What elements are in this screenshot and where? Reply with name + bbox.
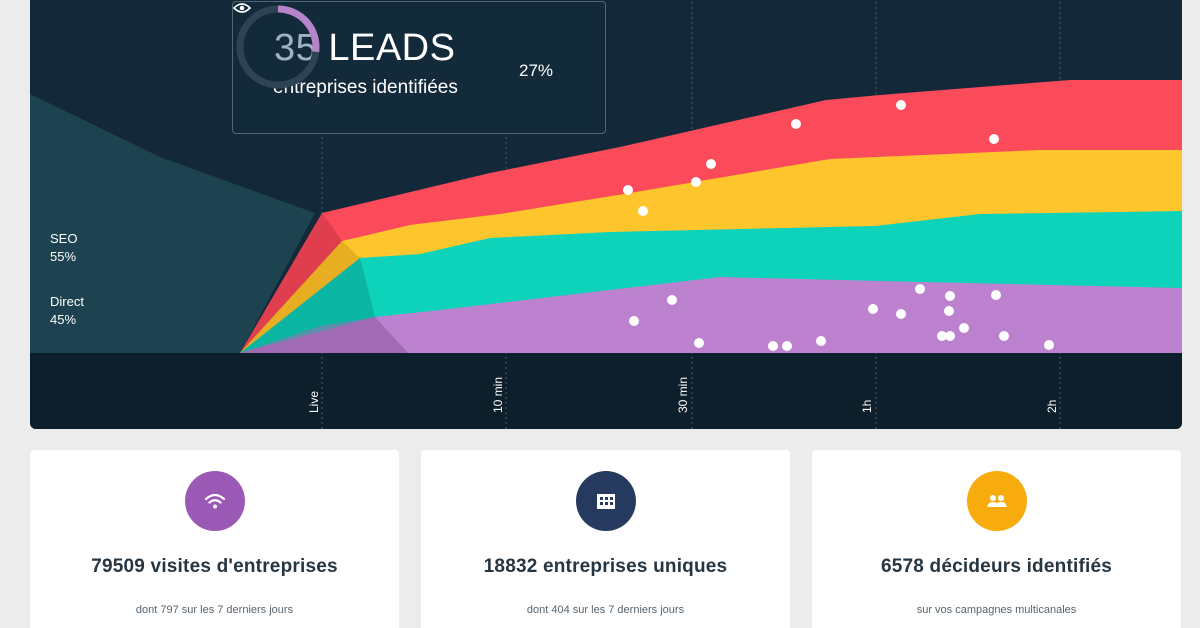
lead-dot (638, 206, 648, 216)
stream-shadow-red (240, 213, 342, 353)
stat-companies-desc: dont 404 sur les 7 derniers jours (526, 604, 685, 616)
lead-dot (667, 295, 677, 305)
tick-live: Live (307, 390, 321, 413)
wifi-icon (204, 493, 226, 509)
tick-30min: 30 min (676, 376, 690, 413)
stream-shadow-purple (240, 317, 408, 353)
source-seo-name: SEO (50, 231, 78, 246)
source-direct: Direct 45% (50, 293, 84, 329)
lead-dot (896, 100, 906, 110)
lead-dot (691, 177, 701, 187)
lead-dot (623, 185, 633, 195)
timeline-band (30, 353, 1182, 429)
lead-dot (945, 331, 955, 341)
users-icon-circle (967, 471, 1027, 531)
lead-dot (768, 341, 778, 351)
source-direct-name: Direct (50, 294, 84, 309)
lead-dot (937, 331, 947, 341)
tick-2h: 2h (1045, 399, 1059, 413)
stat-companies-title: 18832 entreprises uniques (483, 556, 728, 577)
lead-dot (944, 306, 954, 316)
stat-decision-makers-title: 6578 décideurs identifiés (881, 556, 1112, 577)
leads-stream-chart (30, 0, 1182, 429)
percent-ring-arc (277, 5, 320, 53)
lead-dot (706, 159, 716, 169)
tick-10min: 10 min (491, 376, 505, 413)
leads-summary-card: 35 LEADS entreprises identifiées 27% (232, 1, 606, 134)
lead-dot (694, 338, 704, 348)
lead-dot (991, 290, 1001, 300)
lead-dot (1044, 340, 1054, 350)
lead-dot (989, 134, 999, 144)
stat-visits-title: 79509 visites d'entreprises (91, 556, 338, 577)
stream-shadow-teal (240, 258, 375, 353)
lead-dot (896, 309, 906, 319)
stat-card-visits: 79509 visites d'entreprises dont 797 sur… (30, 450, 399, 628)
lead-dots (623, 100, 1054, 351)
lead-dot (782, 341, 792, 351)
lead-dot (999, 331, 1009, 341)
lead-dot (791, 119, 801, 129)
pre-live-area (30, 94, 315, 353)
source-direct-share: 45% (50, 312, 77, 327)
stat-visits-desc: dont 797 sur les 7 derniers jours (135, 604, 294, 616)
building-icon (597, 494, 615, 509)
building-icon-circle (576, 471, 636, 531)
users-icon (987, 495, 1007, 507)
leads-chart-panel: 35 LEADS entreprises identifiées 27% SEO… (30, 0, 1182, 429)
percent-ring (236, 5, 320, 89)
stat-card-decision-makers: 6578 décideurs identifiés sur vos campag… (812, 450, 1181, 628)
leads-subtitle: entreprises identifiées (273, 77, 458, 98)
stat-card-companies: 18832 entreprises uniques dont 404 sur l… (421, 450, 790, 628)
lead-dot (868, 304, 878, 314)
source-seo-share: 55% (50, 249, 77, 264)
leads-count-title: 35 LEADS (274, 27, 455, 70)
stream-shadow-yellow (240, 241, 360, 353)
lead-dot (915, 284, 925, 294)
tick-1h: 1h (860, 399, 874, 413)
percent-value: 27% (518, 61, 554, 80)
stat-decision-makers-desc: sur vos campagnes multicanales (916, 604, 1077, 616)
source-seo: SEO 55% (50, 230, 77, 266)
lead-dot (816, 336, 826, 346)
eye-icon (233, 3, 251, 13)
wifi-icon-circle (185, 471, 245, 531)
leads-label: LEADS (328, 27, 456, 69)
lead-dot (629, 316, 639, 326)
lead-dot (945, 291, 955, 301)
lead-dot (959, 323, 969, 333)
